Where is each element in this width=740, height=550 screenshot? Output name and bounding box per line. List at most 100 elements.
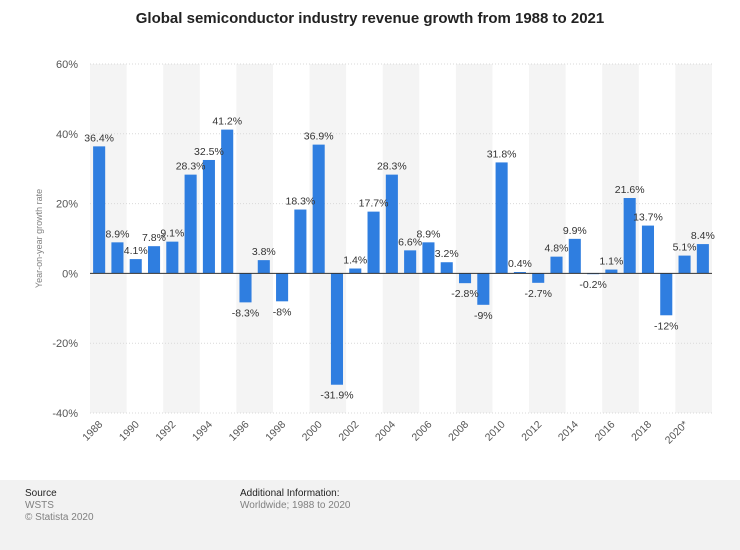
data-label: 17.7% [359,198,389,210]
data-label: 9.1% [160,228,184,240]
y-tick-label: 60% [56,59,78,71]
x-tick-label: 2002 [336,419,361,444]
data-label: 18.3% [285,196,315,208]
bar-1999 [294,209,307,274]
y-tick-label: 0% [62,268,78,280]
x-tick-label: 2018 [629,419,654,444]
bar-2021 [696,244,709,274]
data-label: 9.9% [563,225,587,237]
bar-2009 [477,273,490,305]
x-tick-label: 2000 [300,419,325,444]
y-tick-label: 40% [56,129,78,141]
data-label: 3.8% [252,246,276,258]
x-tick-label: 1998 [263,419,288,444]
background-band [236,64,273,413]
data-label: 28.3% [377,161,407,173]
bar-2011 [513,272,526,274]
bar-2017 [623,198,636,274]
x-tick-label: 1992 [153,419,178,444]
x-tick-label: 1990 [117,419,142,444]
bar-2018 [641,225,655,274]
bar-1995 [221,129,234,274]
data-label: -31.9% [320,390,353,402]
bar-2014 [568,238,581,274]
bar-1994 [202,159,215,274]
bar-1992 [166,241,179,274]
bar-2007 [440,262,453,274]
copyright: © Statista 2020 [25,512,94,523]
x-tick-label: 1994 [190,419,215,444]
bar-1990 [129,259,142,274]
source-heading: Source [25,488,57,499]
footer: Source WSTS © Statista 2020 Additional I… [0,480,740,550]
bar-2010 [495,162,508,274]
bar-1996 [239,273,252,303]
bar-1989 [111,242,124,274]
bar-1993 [184,174,197,274]
data-label: 8.4% [691,230,715,242]
data-label: 8.9% [416,228,440,240]
bar-2019 [660,273,673,316]
data-label: 21.6% [615,184,645,196]
data-label: 7.8% [142,232,166,244]
data-label: 3.2% [435,248,459,260]
data-label: 1.4% [343,255,367,267]
y-tick-label: -40% [52,408,78,420]
x-tick-label: 2008 [446,419,471,444]
data-label: 0.4% [508,258,532,270]
bar-2020 [678,255,691,274]
bar-2012 [532,273,545,283]
x-tick-label: 2020* [663,419,691,447]
y-tick-label: -20% [52,338,78,350]
bar-2004 [385,174,398,274]
data-label: -2.7% [524,288,551,300]
data-label: 36.9% [304,131,334,143]
data-label: 1.1% [599,256,623,268]
data-label: 4.1% [124,245,148,257]
bar-1991 [147,246,161,274]
bar-2002 [349,268,362,274]
background-band [455,64,493,413]
bar-2006 [422,242,435,274]
bar-2005 [404,250,417,274]
x-tick-label: 1996 [227,419,252,444]
source-block: Source WSTS © Statista 2020 [25,488,94,524]
bar-1998 [276,273,289,302]
x-tick-label: 2006 [410,419,435,444]
bar-1997 [257,260,270,274]
additional-info-block: Additional Information: Worldwide; 1988 … [240,488,350,512]
x-tick-label: 2014 [556,419,581,444]
bar-2008 [458,273,472,284]
data-label: -0.2% [579,279,606,291]
bar-2016 [605,269,618,274]
background-band [675,64,712,413]
background-band [529,64,566,413]
data-label: 13.7% [633,212,663,224]
bar-2000 [312,144,325,274]
chart-title: Global semiconductor industry revenue gr… [135,10,605,27]
data-label: 31.8% [487,148,517,160]
data-label: -12% [654,320,679,332]
data-label: -8.3% [232,307,259,319]
bar-1988 [93,146,106,274]
x-tick-label: 2010 [483,419,508,444]
data-label: -9% [474,310,493,322]
data-label: 41.2% [212,116,242,128]
source-name: WSTS [25,500,54,511]
bar-2013 [550,256,563,274]
x-tick-label: 2012 [519,419,544,444]
bar-2003 [367,211,380,274]
x-tick-label: 1988 [80,419,105,444]
data-label: 8.9% [105,228,129,240]
additional-info-text: Worldwide; 1988 to 2020 [240,500,351,511]
y-tick-label: 20% [56,199,78,211]
bar-2001 [330,273,344,385]
data-label: 5.1% [673,242,697,254]
data-label: -2.8% [451,288,478,300]
data-label: 4.8% [545,243,569,255]
data-label: 28.3% [176,161,206,173]
data-label: 32.5% [194,146,224,158]
data-label: 6.6% [398,236,422,248]
x-tick-label: 2004 [373,419,398,444]
chart-canvas: 60% 40% 20% 0% -20% -40% Year-on-year growth r… [34,59,715,447]
